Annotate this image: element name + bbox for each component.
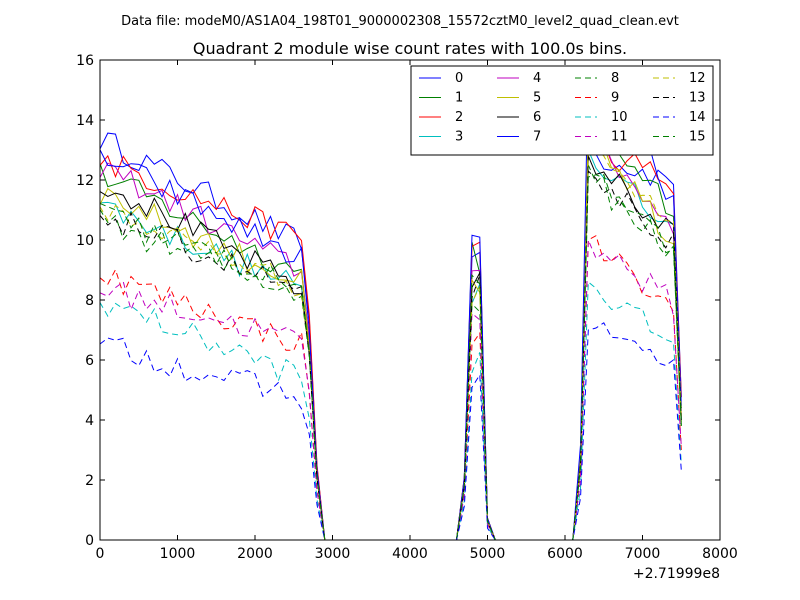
legend-label-3: 3 xyxy=(455,130,463,145)
series-line-7 xyxy=(100,65,682,540)
series-layer xyxy=(100,65,682,540)
y-tick-label: 8 xyxy=(85,293,94,309)
x-tick-label: 7000 xyxy=(625,546,661,562)
ticks-layer: 0 1000 2000 3000 4000 5000 6000 7000 80000246810… xyxy=(76,53,738,562)
x-tick-label: 3000 xyxy=(315,546,351,562)
y-tick-label: 16 xyxy=(76,53,94,69)
y-tick-label: 2 xyxy=(85,473,94,489)
y-tick-label: 0 xyxy=(85,533,94,549)
x-tick-label: 2000 xyxy=(237,546,273,562)
x-tick-label: 5000 xyxy=(470,546,506,562)
x-tick-label: 8000 xyxy=(702,546,738,562)
series-line-15 xyxy=(100,174,682,540)
x-tick-label: 0 xyxy=(96,546,105,562)
legend-label-12: 12 xyxy=(689,71,706,86)
x-tick-label: 1000 xyxy=(160,546,196,562)
legend-label-10: 10 xyxy=(611,110,628,125)
series-line-10 xyxy=(100,280,682,540)
y-tick-label: 4 xyxy=(85,413,94,429)
legend-label-14: 14 xyxy=(689,110,706,125)
legend-label-8: 8 xyxy=(611,71,619,86)
legend-frame xyxy=(410,65,714,156)
y-tick-label: 10 xyxy=(76,233,94,249)
legend-label-7: 7 xyxy=(533,130,541,145)
legend-label-2: 2 xyxy=(455,110,463,125)
x-tick-label: 4000 xyxy=(392,546,428,562)
legend-label-15: 15 xyxy=(689,130,706,145)
y-tick-label: 12 xyxy=(76,173,94,189)
legend-label-5: 5 xyxy=(533,91,541,106)
legend-label-11: 11 xyxy=(611,130,628,145)
y-tick-label: 6 xyxy=(85,353,94,369)
y-tick-label: 14 xyxy=(76,113,94,129)
chart-title: Quadrant 2 module wise count rates with … xyxy=(193,39,627,58)
legend-label-6: 6 xyxy=(533,110,541,125)
series-line-14 xyxy=(100,322,682,540)
legend-label-0: 0 xyxy=(455,71,463,86)
legend-label-1: 1 xyxy=(455,91,463,106)
x-offset-label: +2.71999e8 xyxy=(633,566,720,582)
x-tick-label: 6000 xyxy=(547,546,583,562)
legend-label-9: 9 xyxy=(611,91,619,106)
legend-label-13: 13 xyxy=(689,91,706,106)
legend-label-4: 4 xyxy=(533,71,541,86)
series-line-9 xyxy=(100,234,682,540)
chart-suptitle: Data file: modeM0/AS1A04_198T01_90000023… xyxy=(121,14,679,29)
